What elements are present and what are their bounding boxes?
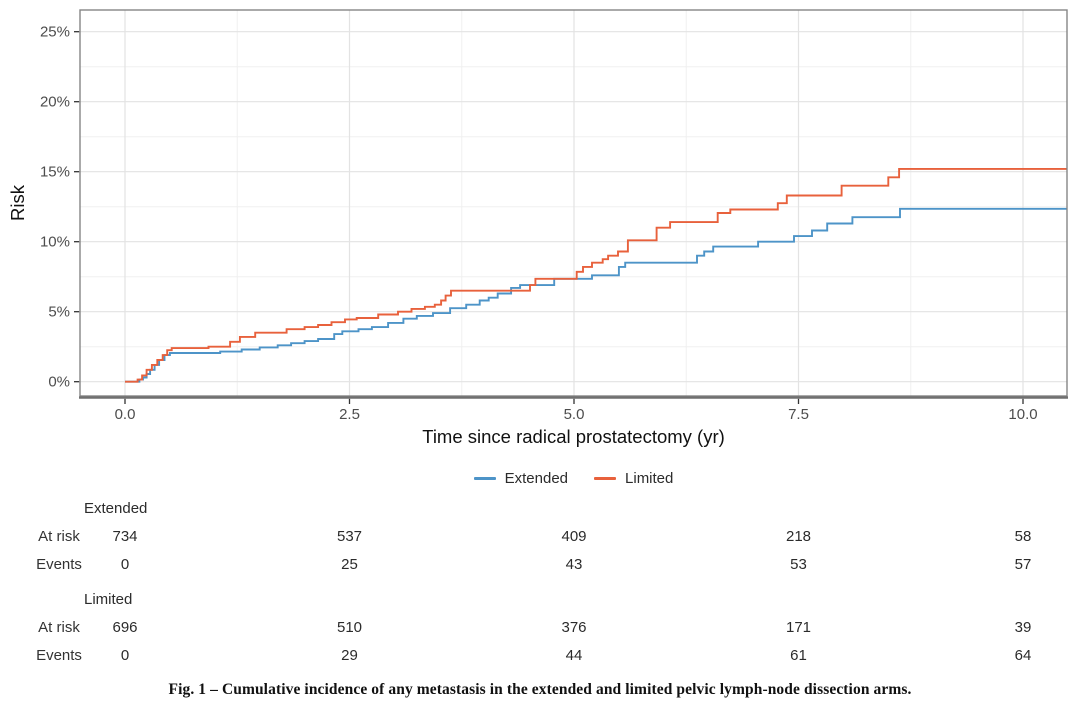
table-value: 53 [790,556,807,573]
legend-label-limited: Limited [625,469,674,487]
legend-item-limited: Limited [594,470,673,487]
row-label: Events [36,556,82,573]
x-tick-label: 0.0 [115,406,136,423]
y-tick-label: 10% [40,234,70,251]
table-value: 43 [565,556,583,573]
events-row-limited: Events 0 29 44 61 64 [0,647,1080,667]
cumulative-incidence-chart: 0.0 2.5 5.0 7.5 10.0 0% 5% 10% 15% 20% 25% Time sin… [7,9,1068,447]
table-value: 0 [120,556,130,573]
row-label: Events [36,647,82,664]
table-value: 696 [112,619,138,636]
at-risk-row-limited: At risk 696 510 376 171 39 [0,619,1080,639]
table-value: 537 [336,528,363,545]
group-header-limited: Limited [0,591,1080,611]
y-tick-label: 25% [40,24,70,41]
table-value: 64 [1014,647,1032,664]
row-label: At risk [38,619,80,636]
table-value: 734 [112,528,138,545]
x-tick-label: 2.5 [339,406,360,423]
y-tick-label: 0% [48,374,70,391]
legend-item-extended: Extended [473,469,569,487]
table-value: 0 [120,647,130,664]
table-value: 57 [1014,556,1032,573]
table-value: 171 [785,619,812,636]
table-value: 25 [341,556,358,573]
legend-label-extended: Extended [504,469,569,487]
x-axis-title: Time since radical prostatectomy (yr) [422,426,725,447]
group-header-extended: Extended [0,500,1080,520]
extended-line-swatch [473,476,496,480]
x-tick-label: 7.5 [788,406,809,423]
y-tick-label: 5% [48,304,70,321]
events-row-extended: Events 0 25 43 53 57 [0,556,1080,576]
table-value: 29 [341,647,358,664]
table-value: 376 [561,619,587,636]
row-label: At risk [38,528,80,545]
table-value: 58 [1014,528,1032,545]
panel-border [79,9,1068,397]
group-name: Extended [84,500,148,517]
table-value: 409 [561,528,587,545]
limited-line-swatch [594,476,617,480]
table-value: 218 [785,528,812,545]
figure-caption: Fig. 1 – Cumulative incidence of any met… [168,681,912,698]
chart-legend: Extended Limited [80,464,1067,492]
y-axis-title: Risk [7,184,28,221]
y-tick-label: 20% [40,94,70,111]
table-value: 39 [1014,619,1032,636]
at-risk-row-extended: At risk 734 537 409 218 58 [0,528,1080,548]
x-tick-label: 10.0 [1008,406,1037,423]
x-tick-label: 5.0 [564,406,585,423]
table-value: 510 [336,619,363,636]
table-value: 44 [565,647,583,664]
group-name: Limited [84,591,133,608]
table-value: 61 [790,647,807,664]
y-tick-label: 15% [40,164,70,181]
limited-curve [125,167,1067,383]
